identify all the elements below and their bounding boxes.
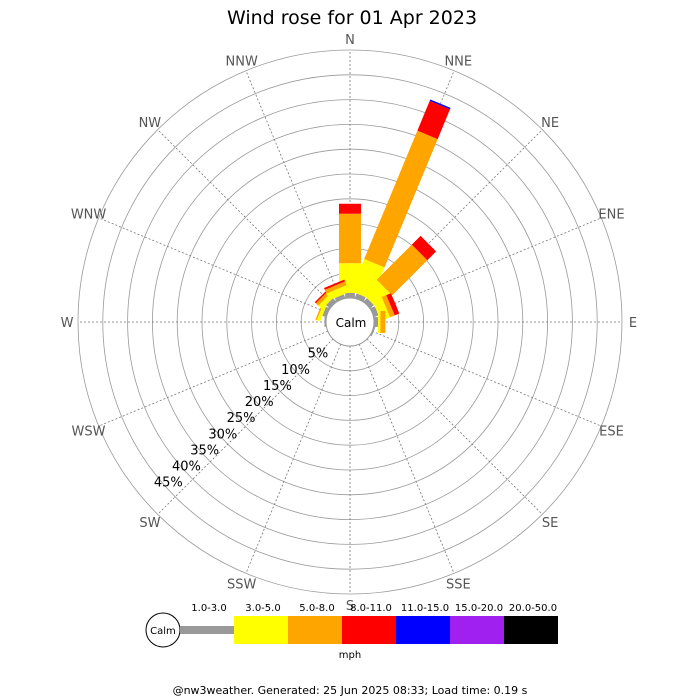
legend-swatch-8.0-11.0 — [342, 616, 396, 644]
spoke-nnw — [245, 70, 342, 300]
bar-e-1.0-3.0 — [374, 317, 378, 327]
bar-nne-8.0-11.0 — [417, 100, 450, 140]
radial-tick-label: 30% — [208, 427, 237, 442]
direction-label-se: SE — [542, 516, 558, 531]
bar-nnw-8.0-11.0 — [324, 279, 346, 290]
radial-tick-label: 10% — [281, 363, 310, 378]
direction-label-wnw: WNW — [71, 208, 107, 223]
legend-swatch-15.0-20.0 — [450, 616, 504, 644]
legend-label-11.0-15.0: 11.0-15.0 — [401, 603, 449, 614]
direction-label-nw: NW — [139, 116, 162, 131]
wind-bars — [314, 99, 451, 337]
legend-swatch-1.0-3.0 — [180, 626, 234, 634]
spoke-sw — [157, 338, 334, 515]
calm-label: Calm — [336, 316, 367, 330]
bar-e-5.0-8.0 — [380, 311, 386, 333]
bar-ene-5.0-8.0 — [381, 295, 395, 318]
bar-n-1.0-3.0 — [345, 293, 355, 298]
direction-label-wsw: WSW — [72, 424, 106, 439]
legend-label-3.0-5.0: 3.0-5.0 — [245, 603, 280, 614]
chart-title: Wind rose for 01 Apr 2023 — [227, 7, 477, 29]
bar-nnw-5.0-8.0 — [324, 281, 347, 294]
legend-label-5.0-8.0: 5.0-8.0 — [299, 603, 334, 614]
legend-unit: mph — [339, 650, 361, 661]
bar-nw-1.0-3.0 — [326, 298, 337, 309]
direction-label-sse: SSE — [446, 577, 471, 592]
bar-e-3.0-5.0 — [378, 311, 381, 333]
radial-tick-label: 20% — [245, 395, 274, 410]
calm-circle — [325, 297, 375, 347]
bar-ene-3.0-5.0 — [372, 297, 391, 322]
spoke-ssw — [245, 344, 342, 574]
bar-n-5.0-8.0 — [339, 213, 361, 264]
direction-label-nne: NNE — [444, 55, 472, 70]
bar-nne-3.0-5.0 — [350, 259, 385, 300]
spoke-wsw — [98, 330, 328, 427]
bar-ese-1.0-3.0 — [370, 326, 376, 337]
direction-label-ene: ENE — [598, 208, 624, 223]
bar-nnw-3.0-5.0 — [326, 285, 350, 301]
grid-ring — [127, 99, 573, 545]
direction-label-ne: NE — [541, 116, 559, 131]
speed-legend: Calm 1.0-3.0 3.0-5.0 5.0-8.0 8.0-11.0 11.0-15… — [145, 603, 558, 648]
radial-tick-label: 45% — [154, 476, 183, 491]
radial-tick-label: 5% — [308, 347, 329, 362]
radial-tick-labels: 5%10%15%20%25%30%35% 40%45% — [154, 347, 328, 491]
spoke-ene — [372, 217, 602, 314]
bar-ne-8.0-11.0 — [411, 235, 437, 261]
legend-swatch-5.0-8.0 — [288, 616, 342, 644]
direction-label-ssw: SSW — [227, 577, 257, 592]
bar-ene-1.0-3.0 — [370, 306, 379, 318]
direction-label-e: E — [629, 316, 637, 331]
grid-ring — [77, 49, 623, 595]
direction-labels: N NNE NE ENE E ESE SE SSE S SSW SW WSW W WNW NW NNW — [61, 33, 638, 614]
spoke-wnw — [98, 217, 328, 314]
spoke-nw — [157, 129, 334, 306]
direction-label-w: W — [61, 316, 74, 331]
spoke-ese — [372, 330, 602, 427]
bar-ne-5.0-8.0 — [376, 244, 428, 296]
legend-label-1.0-3.0: 1.0-3.0 — [191, 603, 226, 614]
radial-tick-label: 15% — [263, 379, 292, 394]
radial-tick-label: 40% — [172, 460, 201, 475]
legend-label-20.0-50.0: 20.0-50.0 — [509, 603, 557, 614]
radial-tick-label: 35% — [190, 443, 219, 458]
spoke-se — [366, 338, 543, 515]
bar-nne-11.0-15.0 — [429, 99, 451, 110]
direction-label-sw: SW — [139, 516, 160, 531]
direction-label-s: S — [346, 599, 354, 614]
spoke-sse — [358, 344, 455, 574]
direction-label-n: N — [345, 33, 355, 48]
legend-swatch-3.0-5.0 — [234, 616, 288, 644]
direction-label-ese: ESE — [599, 424, 624, 439]
bar-wnw-1.0-3.0 — [322, 306, 330, 318]
bar-nnw-1.0-3.0 — [334, 294, 346, 302]
bar-nne-1.0-3.0 — [354, 293, 366, 302]
legend-swatch-20.0-50.0 — [504, 616, 558, 644]
direction-label-nnw: NNW — [226, 55, 258, 70]
calm-center: Calm — [325, 297, 375, 347]
grid-ring — [226, 198, 474, 446]
legend-label-8.0-11.0: 8.0-11.0 — [350, 603, 392, 614]
bar-ne-1.0-3.0 — [363, 298, 374, 309]
footer-text: @nw3weather. Generated: 25 Jun 2025 08:3… — [173, 684, 528, 697]
legend-swatch-11.0-15.0 — [396, 616, 450, 644]
bar-nne-5.0-8.0 — [364, 130, 438, 268]
radial-tick-label: 25% — [227, 411, 256, 426]
bar-ene-8.0-11.0 — [386, 293, 400, 316]
grid-ring — [102, 74, 598, 570]
bar-n-8.0-11.0 — [339, 203, 361, 214]
legend-label-15.0-20.0: 15.0-20.0 — [455, 603, 503, 614]
legend-calm-label: Calm — [150, 626, 176, 637]
